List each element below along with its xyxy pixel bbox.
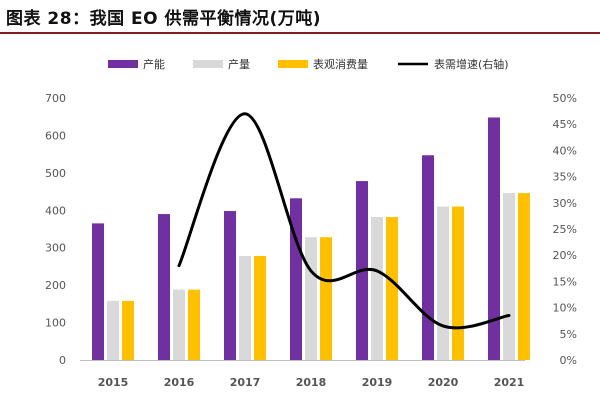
bars: [92, 117, 530, 360]
bar-产量-2021: [503, 193, 515, 360]
bar-产量-2020: [437, 206, 449, 360]
bar-表观消费量-2019: [386, 217, 398, 360]
bar-产能-2017: [224, 211, 236, 360]
legend-swatch: [193, 60, 223, 68]
x-tick-label: 2021: [494, 376, 525, 389]
right-tick-label: 5%: [560, 328, 577, 341]
bar-表观消费量-2017: [254, 255, 266, 360]
left-tick-label: 400: [45, 204, 66, 217]
bar-表观消费量-2021: [518, 193, 530, 360]
x-tick-label: 2017: [230, 376, 261, 389]
x-tick-label: 2016: [164, 376, 195, 389]
bar-表观消费量-2015: [122, 300, 134, 360]
x-tick-label: 2020: [428, 376, 459, 389]
bar-产能-2016: [158, 214, 170, 360]
x-tick-label: 2019: [362, 376, 393, 389]
legend-label: 表需增速(右轴): [434, 57, 509, 71]
bar-表观消费量-2016: [188, 289, 200, 360]
bar-产量-2015: [107, 300, 119, 360]
right-tick-label: 15%: [553, 275, 577, 288]
bar-表观消费量-2020: [452, 206, 464, 360]
bar-产能-2015: [92, 223, 104, 360]
x-tick-label: 2018: [296, 376, 327, 389]
left-tick-label: 100: [45, 317, 66, 330]
left-tick-label: 200: [45, 279, 66, 292]
left-tick-label: 0: [59, 354, 66, 367]
legend-swatch: [278, 60, 308, 68]
bar-产能-2021: [488, 117, 500, 360]
x-tick-label: 2015: [98, 376, 129, 389]
bar-产量-2019: [371, 217, 383, 360]
bar-产量-2018: [305, 237, 317, 360]
right-tick-label: 50%: [553, 92, 577, 105]
legend: 产能 产量 表观消费量 表需增速(右轴): [108, 57, 509, 71]
bar-表观消费量-2018: [320, 237, 332, 360]
legend-label: 产能: [143, 57, 165, 71]
bar-产量-2016: [173, 289, 185, 360]
right-axis: 0% 5% 10% 15% 20% 25% 30% 35% 40% 45% 50%: [553, 92, 577, 367]
right-tick-label: 35%: [553, 171, 577, 184]
left-tick-label: 300: [45, 242, 66, 255]
title-divider: [0, 32, 600, 34]
growth-line-series: [177, 112, 511, 330]
right-tick-label: 45%: [553, 118, 577, 131]
right-tick-label: 0%: [560, 354, 577, 367]
right-tick-label: 30%: [553, 197, 577, 210]
right-tick-label: 25%: [553, 223, 577, 236]
legend-label: 表观消费量: [313, 57, 368, 71]
legend-label: 产量: [228, 57, 250, 71]
left-tick-label: 700: [45, 92, 66, 105]
left-tick-label: 500: [45, 167, 66, 180]
figure-title: 图表 28：我国 EO 供需平衡情况(万吨): [6, 9, 322, 29]
growth-line: [177, 112, 511, 330]
right-tick-label: 10%: [553, 302, 577, 315]
left-tick-label: 600: [45, 129, 66, 142]
x-axis-labels: 2015 2016 2017 2018 2019 2020 2021: [98, 376, 525, 389]
legend-swatch: [108, 60, 138, 68]
left-axis: 0 100 200 300 400 500 600 700: [45, 92, 66, 367]
bar-产能-2020: [422, 155, 434, 360]
right-tick-label: 20%: [553, 249, 577, 262]
bar-产量-2017: [239, 255, 251, 360]
right-tick-label: 40%: [553, 144, 577, 157]
bar-产能-2018: [290, 198, 302, 360]
